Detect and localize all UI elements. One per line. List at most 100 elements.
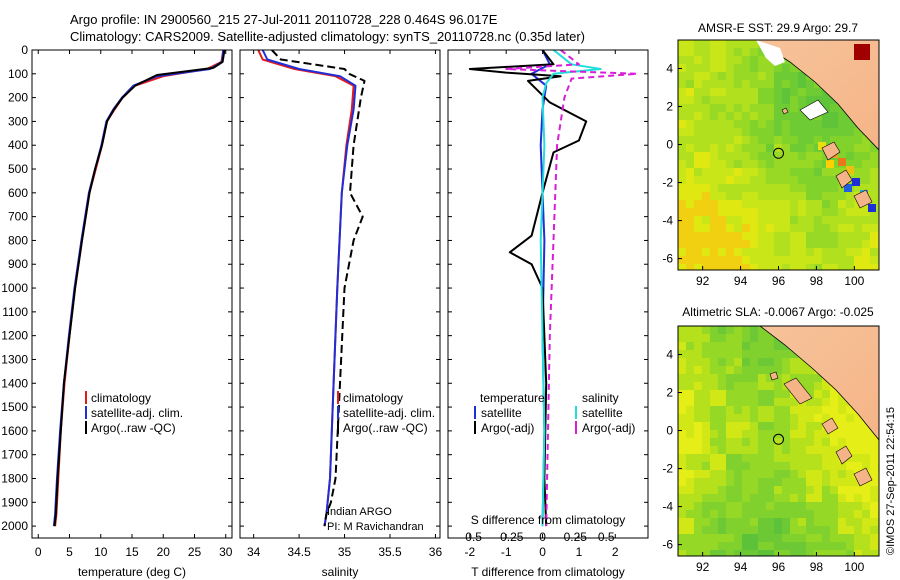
y-tick-label: 1300 bbox=[1, 352, 28, 366]
map-cell bbox=[838, 414, 847, 423]
map-cell bbox=[814, 422, 823, 431]
map-cell bbox=[702, 518, 711, 527]
map-cell bbox=[750, 120, 759, 129]
map-cell bbox=[790, 216, 799, 225]
map-cell bbox=[694, 264, 703, 270]
map-cell bbox=[790, 136, 799, 145]
map-cell bbox=[862, 422, 871, 431]
map-cell bbox=[702, 136, 711, 145]
map-cell bbox=[726, 374, 735, 383]
map-cell bbox=[782, 88, 791, 97]
map-cell bbox=[734, 64, 743, 73]
map-cell bbox=[686, 40, 695, 49]
map-cell bbox=[734, 264, 743, 270]
map-cell bbox=[702, 454, 711, 463]
map-cell bbox=[694, 168, 703, 177]
map-cell bbox=[846, 166, 854, 174]
map-cell bbox=[870, 470, 879, 479]
map-cell bbox=[854, 168, 863, 177]
map-cell bbox=[806, 526, 815, 535]
map-cell bbox=[870, 264, 879, 270]
map-cell bbox=[870, 192, 879, 201]
map-cell bbox=[806, 454, 815, 463]
map-x-tick-label: 94 bbox=[734, 560, 748, 574]
map-cell bbox=[710, 342, 719, 351]
map-cell bbox=[790, 128, 799, 137]
map-cell bbox=[806, 486, 815, 495]
map-cell bbox=[694, 240, 703, 249]
map-cell bbox=[678, 518, 687, 527]
map-cell bbox=[710, 494, 719, 503]
map-cell bbox=[870, 534, 879, 543]
island bbox=[821, 417, 839, 435]
map-cell bbox=[710, 542, 719, 551]
map-cell bbox=[758, 216, 767, 225]
map-cell bbox=[718, 88, 727, 97]
map-cell bbox=[718, 112, 727, 121]
map-cell bbox=[838, 152, 847, 161]
map-cell bbox=[734, 542, 743, 551]
map-cell bbox=[838, 470, 847, 479]
map-cell bbox=[766, 518, 775, 527]
map-cell bbox=[718, 518, 727, 527]
map-cell bbox=[718, 334, 727, 343]
map-cell bbox=[774, 224, 783, 233]
map-cell bbox=[678, 240, 687, 249]
map-cell bbox=[726, 454, 735, 463]
map-cell bbox=[734, 48, 743, 57]
legend-climatology: climatology bbox=[91, 391, 151, 405]
map-cell bbox=[742, 120, 751, 129]
map-cell bbox=[694, 382, 703, 391]
map-cell bbox=[750, 350, 759, 359]
map-cell bbox=[814, 542, 823, 551]
map-cell bbox=[798, 144, 807, 153]
map-cell bbox=[862, 518, 871, 527]
map-cell bbox=[806, 144, 815, 153]
map-cell bbox=[710, 120, 719, 129]
map-cell bbox=[846, 240, 855, 249]
map-cell bbox=[774, 542, 783, 551]
map-cell bbox=[750, 240, 759, 249]
map-cell bbox=[838, 256, 847, 265]
map-cell bbox=[822, 406, 831, 415]
map-cell bbox=[774, 200, 783, 209]
map-cell bbox=[694, 430, 703, 439]
map-cell bbox=[758, 176, 767, 185]
map-cell bbox=[806, 184, 815, 193]
y-tick-label: 1700 bbox=[1, 448, 28, 462]
map-cell bbox=[734, 326, 743, 335]
map-cell bbox=[814, 160, 823, 169]
map-cell bbox=[782, 502, 791, 511]
legend-argo: Argo(..raw -QC) bbox=[91, 421, 176, 435]
map-cell bbox=[782, 216, 791, 225]
map-cell bbox=[782, 470, 791, 479]
map-cell bbox=[726, 136, 735, 145]
map-cell bbox=[790, 550, 799, 556]
map-cell bbox=[814, 184, 823, 193]
y-tick-label: 700 bbox=[8, 210, 28, 224]
map-cell bbox=[686, 264, 695, 270]
map-cell bbox=[806, 446, 815, 455]
map-cell bbox=[782, 152, 791, 161]
map-cell bbox=[750, 542, 759, 551]
y-tick-label: 1600 bbox=[1, 424, 28, 438]
map-cell bbox=[758, 248, 767, 257]
map-cell bbox=[750, 168, 759, 177]
map-cell bbox=[734, 224, 743, 233]
map-cell bbox=[854, 414, 863, 423]
map-cell bbox=[718, 168, 727, 177]
map-cell bbox=[782, 518, 791, 527]
map-cell bbox=[710, 168, 719, 177]
map-cell bbox=[814, 454, 823, 463]
map-cell bbox=[798, 470, 807, 479]
map-cell bbox=[718, 534, 727, 543]
map-cell bbox=[782, 240, 791, 249]
map-cell bbox=[750, 526, 759, 535]
map-cell bbox=[870, 184, 879, 193]
map-cell bbox=[734, 88, 743, 97]
map-cell bbox=[774, 152, 783, 161]
map-cell bbox=[694, 446, 703, 455]
map-cell bbox=[694, 192, 703, 201]
map-cell bbox=[870, 224, 879, 233]
map-cell bbox=[726, 264, 735, 270]
